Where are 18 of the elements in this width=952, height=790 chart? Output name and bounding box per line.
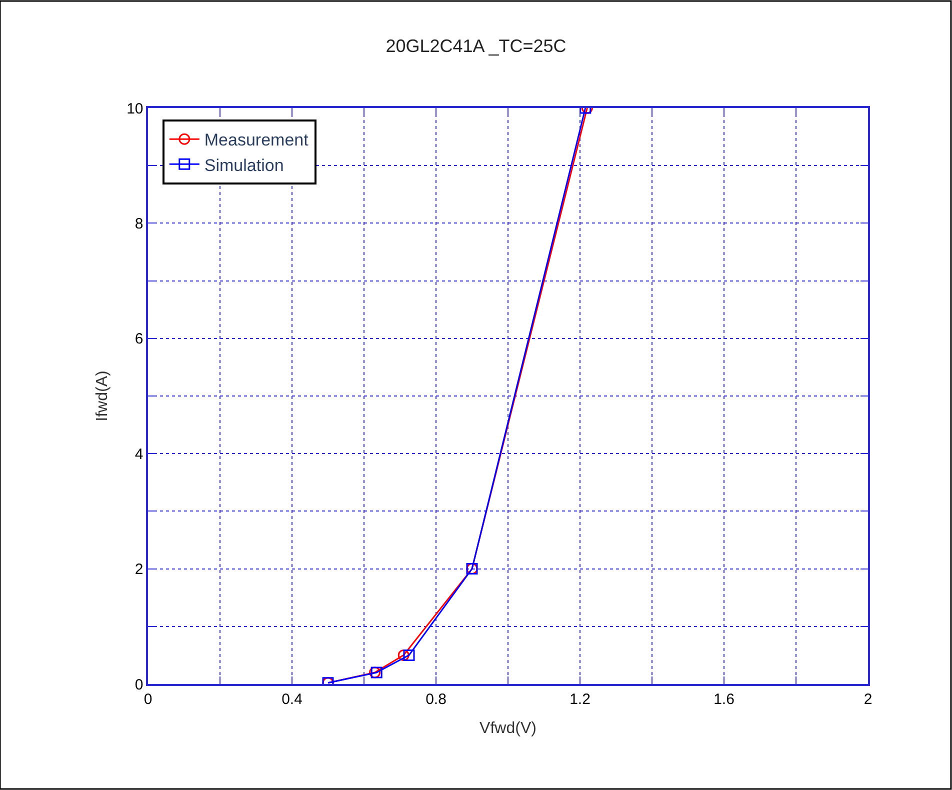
y-tick-label: 6 [134, 330, 144, 348]
y-axis-title: Ifwd(A) [94, 370, 111, 422]
x-tick-label: 0.4 [282, 690, 302, 708]
legend-label: Simulation [204, 156, 284, 175]
y-tick-label: 8 [134, 215, 144, 232]
point [403, 649, 415, 661]
x-axis-title: Vfwd(V) [480, 720, 536, 737]
y-tick-label: 4 [134, 446, 144, 463]
x-tick-label: 0.8 [426, 690, 446, 708]
chart-title: 20GL2C41A _TC=25C [386, 36, 566, 56]
x-tick-label: 2 [864, 690, 872, 708]
legend-label: Measurement [204, 130, 309, 150]
point [398, 649, 410, 661]
x-tick-label: 1.6 [714, 690, 734, 708]
y-tick-label: 2 [134, 561, 144, 578]
x-tick-label: 1.2 [570, 690, 590, 708]
y-tick-label: 0 [134, 676, 144, 694]
y-tick-label: 10 [126, 100, 144, 118]
